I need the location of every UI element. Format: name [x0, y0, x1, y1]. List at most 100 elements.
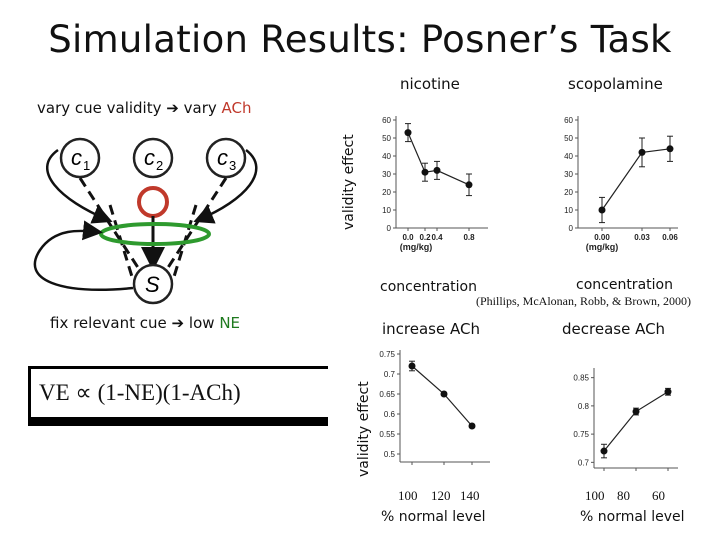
increase-ach-title: increase ACh: [382, 320, 480, 338]
node-c2-label: c: [144, 145, 155, 170]
y-tick-label: 0: [387, 224, 392, 233]
nicotine-title: nicotine: [400, 75, 460, 93]
y-tick-label: 0.5: [384, 450, 396, 459]
y-tick-label: 20: [382, 188, 391, 197]
y-tick-label: 0.7: [578, 458, 590, 467]
data-point: [666, 145, 674, 153]
scopolamine-chart: 0 10 20 30 40 50 60 0.00 0.03 0.06 (mg/kg): [564, 116, 678, 252]
x-tick-label: 100: [398, 488, 418, 503]
dashed-edge-c1: [78, 177, 148, 281]
node-c3-sub: 3: [229, 158, 236, 173]
series-line: [601, 148, 671, 211]
x-tick-label: 0.00: [594, 233, 610, 242]
nicotine-concentration-label: concentration: [380, 279, 477, 295]
formula-text: VE ∝ (1-NE)(1-ACh): [31, 369, 331, 417]
data-point: [638, 148, 646, 156]
y-tick-label: 0.6: [384, 410, 396, 419]
top-validity-effect-label: validity effect: [341, 134, 357, 230]
nicotine-chart: 0 10 20 30 40 50 60 0.0 0.2 0.4 0.8 (mg/kg): [382, 116, 488, 252]
y-tick-label: 60: [382, 116, 391, 125]
x-tick-label: 0.4: [431, 233, 443, 242]
node-c1-sub: 1: [83, 158, 90, 173]
feedback-arrow: [33, 220, 134, 291]
x-tick-label: 0.03: [634, 233, 650, 242]
y-tick-label: 0.55: [379, 430, 395, 439]
y-tick-label: 0.8: [578, 402, 590, 411]
curved-arrow-right: [193, 149, 258, 224]
node-c1: c 1: [59, 137, 101, 179]
y-tick-label: 10: [564, 206, 573, 215]
y-tick-label: 50: [564, 134, 573, 143]
relevant-cue-line: fix relevant cue ➔ low NE: [50, 314, 240, 332]
y-tick-label: 0.75: [379, 350, 395, 359]
vary-text: vary: [183, 99, 217, 117]
x-tick-label: 60: [652, 488, 665, 503]
red-selector-circle: [137, 186, 169, 218]
node-c2-sub: 2: [156, 158, 163, 173]
decrease-ach-title: decrease ACh: [562, 320, 666, 338]
increase-normal-level-label: % normal level: [381, 509, 486, 525]
x-tick-label: 0.0: [402, 233, 414, 242]
dashed-edge-c3: [158, 177, 228, 281]
node-c1-label: c: [71, 145, 82, 170]
low-text: low: [188, 314, 215, 332]
citation: (Phillips, McAlonan, Robb, & Brown, 2000…: [476, 294, 691, 308]
ne-label: NE: [219, 314, 241, 332]
y-tick-label: 40: [382, 152, 391, 161]
node-c3-label: c: [217, 145, 228, 170]
decrease-ach-chart: 0.7 0.75 0.8 0.85: [573, 368, 678, 471]
x-unit-label: (mg/kg): [586, 242, 619, 252]
node-s-label: S: [145, 272, 160, 297]
scopolamine-title: scopolamine: [568, 75, 663, 93]
y-tick-label: 40: [564, 152, 573, 161]
scopolamine-concentration-label: concentration: [576, 277, 673, 293]
x-tick-label: 0.06: [662, 233, 678, 242]
y-tick-label: 50: [382, 134, 391, 143]
x-tick-label: 120: [431, 488, 451, 503]
increase-ach-chart: 0.5 0.55 0.6 0.65 0.7 0.75: [379, 350, 490, 465]
data-point: [465, 181, 473, 189]
node-c2: c 2: [132, 137, 174, 179]
x-tick-label: 0.8: [463, 233, 475, 242]
node-s: S: [132, 263, 174, 305]
data-point: [600, 447, 608, 455]
x-tick-label: 80: [617, 488, 630, 503]
data-point: [421, 168, 429, 176]
data-point: [468, 422, 476, 430]
data-point: [433, 166, 441, 174]
cue-validity-line: vary cue validity ➔ vary ACh: [37, 99, 252, 117]
relevant-cue-text: fix relevant cue: [50, 314, 167, 332]
formula-box: VE ∝ (1-NE)(1-ACh): [28, 366, 331, 426]
right-arrow-icon: ➔: [166, 99, 179, 117]
data-point: [408, 362, 416, 370]
node-c3: c 3: [205, 137, 247, 179]
series-line: [407, 132, 470, 186]
graphical-model-diagram: c 1 c 2 c 3 S: [33, 137, 258, 305]
data-point: [598, 206, 606, 214]
x-unit-label: (mg/kg): [400, 242, 433, 252]
cue-validity-text: vary cue validity: [37, 99, 162, 117]
data-point: [440, 390, 448, 398]
ach-label: ACh: [221, 99, 252, 117]
y-tick-label: 0.75: [573, 430, 589, 439]
y-tick-label: 10: [382, 206, 391, 215]
x-tick-label: 0.2: [419, 233, 431, 242]
y-tick-label: 60: [564, 116, 573, 125]
y-tick-label: 30: [382, 170, 391, 179]
data-point: [664, 388, 672, 396]
series-line: [603, 391, 669, 452]
x-tick-label: 100: [585, 488, 605, 503]
data-point: [632, 408, 640, 416]
y-tick-label: 0.85: [573, 374, 589, 383]
slide-title: Simulation Results: Posner’s Task: [48, 18, 672, 61]
y-tick-label: 0.7: [384, 370, 396, 379]
right-arrow-icon: ➔: [171, 314, 185, 332]
y-tick-label: 30: [564, 170, 573, 179]
y-tick-label: 0: [569, 224, 574, 233]
y-tick-label: 20: [564, 188, 573, 197]
curved-arrow-left: [46, 148, 113, 224]
x-tick-label: 140: [460, 488, 480, 503]
y-tick-label: 0.65: [379, 390, 395, 399]
data-point: [404, 129, 412, 137]
decrease-normal-level-label: % normal level: [580, 509, 685, 525]
